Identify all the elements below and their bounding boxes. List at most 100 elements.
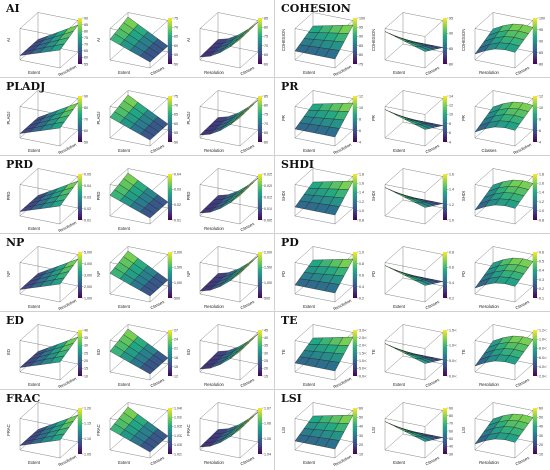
plot-box-edge	[109, 168, 129, 185]
plot-box-edge	[492, 246, 534, 255]
colorbar-tick-label: 0.6	[359, 273, 364, 277]
plot-box-edge	[492, 168, 534, 177]
surface-cell	[394, 114, 410, 121]
colorbar-tick-label: 55	[84, 62, 88, 66]
x-axis-label: Extent	[118, 382, 131, 387]
plot-box-edge	[239, 207, 259, 225]
colorbar	[168, 96, 172, 142]
x-axis-label: Classes	[482, 148, 497, 153]
surface-cell	[394, 270, 410, 277]
z-axis-label: COHESION	[461, 29, 466, 51]
colorbar-tick-label: 1.2×10⁶	[539, 328, 547, 332]
x-axis-label: Extent	[28, 70, 41, 75]
plot-box-edge	[384, 246, 404, 263]
surface-cell	[139, 207, 155, 219]
plot-box-edge	[199, 371, 241, 381]
colorbar-tick-label: 60	[174, 44, 178, 48]
colorbar-tick-label: 2,000	[174, 250, 182, 254]
y-axis-label: Classes	[515, 65, 531, 76]
x-axis-label: Extent	[393, 70, 406, 75]
colorbar-tick-label: 1.0375	[174, 416, 182, 420]
colorbar-tick-label: 1.2	[539, 200, 544, 204]
row-divider	[0, 77, 550, 78]
surface-cell	[49, 199, 65, 208]
panel-title: LSI	[281, 392, 302, 405]
surface-cell	[49, 277, 65, 286]
plot-box-edge	[492, 324, 534, 333]
colorbar	[258, 96, 262, 142]
y-axis-label: Resolution	[332, 64, 352, 76]
colorbar-tick-label: 1.0×10⁶	[449, 344, 457, 348]
colorbar-tick-label: 0.04	[84, 184, 91, 188]
colorbar-tick-label: 8	[449, 122, 451, 126]
plot-box-edge	[149, 207, 169, 225]
colorbar	[443, 174, 447, 220]
plot-box-edge	[294, 168, 314, 185]
row-divider	[0, 233, 550, 234]
x-axis-label: Resolution	[204, 382, 224, 387]
colorbar-tick-label: 85	[359, 44, 363, 48]
colorbar-tick-label: 1.04	[264, 452, 271, 456]
colorbar-tick-label: 14	[449, 94, 453, 98]
colorbar-tick-label: 1.8	[539, 172, 544, 176]
colorbar	[443, 18, 447, 64]
plot-box-edge	[294, 90, 314, 107]
plot-box-edge	[294, 59, 336, 69]
z-axis-label: SHDI	[281, 191, 286, 201]
surface-cell	[504, 199, 520, 209]
y-axis-label: Resolution	[332, 298, 352, 310]
x-axis-label: Extent	[118, 226, 131, 231]
colorbar-tick-label: 90	[449, 32, 453, 36]
x-axis-label: Resolution	[204, 148, 224, 153]
z-axis-label: TE	[281, 349, 286, 355]
colorbar-tick-label: 0.0×10⁰	[449, 374, 457, 378]
y-axis-label: Classes	[240, 377, 256, 388]
colorbar	[443, 408, 447, 454]
colorbar-tick-label: 1,000	[264, 281, 272, 285]
z-axis-label: ED	[96, 349, 101, 355]
plot-box-edge	[149, 98, 169, 115]
plot-box-edge	[334, 51, 354, 69]
colorbar	[533, 408, 537, 454]
plot-box-edge	[294, 137, 336, 147]
surface-cell	[324, 360, 340, 372]
plot-box-edge	[59, 51, 79, 69]
colorbar-tick-label: 27	[174, 328, 178, 332]
z-axis-label: TE	[461, 349, 466, 355]
surface-cell	[324, 282, 340, 294]
x-axis-label: Extent	[303, 460, 316, 465]
colorbar	[168, 252, 172, 298]
plot-box-edge	[312, 402, 354, 411]
colorbar	[353, 330, 357, 376]
y-axis-label: Classes	[240, 65, 256, 76]
plot-box-edge	[334, 207, 354, 225]
y-axis-label: Classes	[240, 221, 256, 232]
colorbar-tick-label: 35	[264, 344, 268, 348]
colorbar-tick-label: 80	[359, 53, 363, 57]
colorbar-tick-label: 12	[539, 94, 543, 98]
surface-cell	[324, 126, 340, 138]
plot-box-edge	[474, 246, 494, 263]
plot-box-edge	[127, 246, 169, 255]
colorbar-tick-label: 0.4	[539, 269, 544, 273]
plot-box-edge	[37, 90, 79, 99]
colorbar-tick-label: 70	[84, 117, 88, 121]
plot-box-edge	[37, 246, 79, 255]
colorbar-tick-label: 80	[264, 104, 268, 108]
plot-box-edge	[294, 324, 314, 341]
plot-box-edge	[59, 285, 79, 303]
colorbar-tick-label: 1.4	[449, 188, 454, 192]
colorbar-tick-label: 1.20	[84, 406, 91, 410]
plot-box-edge	[239, 129, 259, 147]
colorbar-tick-label: 6	[539, 129, 541, 133]
plot-box-edge	[19, 402, 39, 419]
panel-title: COHESION	[281, 2, 351, 15]
z-axis-label: COHESION	[371, 29, 376, 51]
panel-shdi: SHDI 1.8 1.6 1.4 1.2 1.0 0.8 SHDI 1.6 1.4 1.2 1.0 SH…	[275, 156, 550, 234]
y-axis-label: Resolution	[57, 376, 77, 388]
colorbar-tick-label: 0.01	[84, 218, 91, 222]
z-axis-label: LSI	[281, 427, 286, 433]
plot-box-edge	[149, 441, 169, 459]
x-axis-label: Extent	[28, 460, 41, 465]
plot-box-edge	[199, 168, 219, 185]
